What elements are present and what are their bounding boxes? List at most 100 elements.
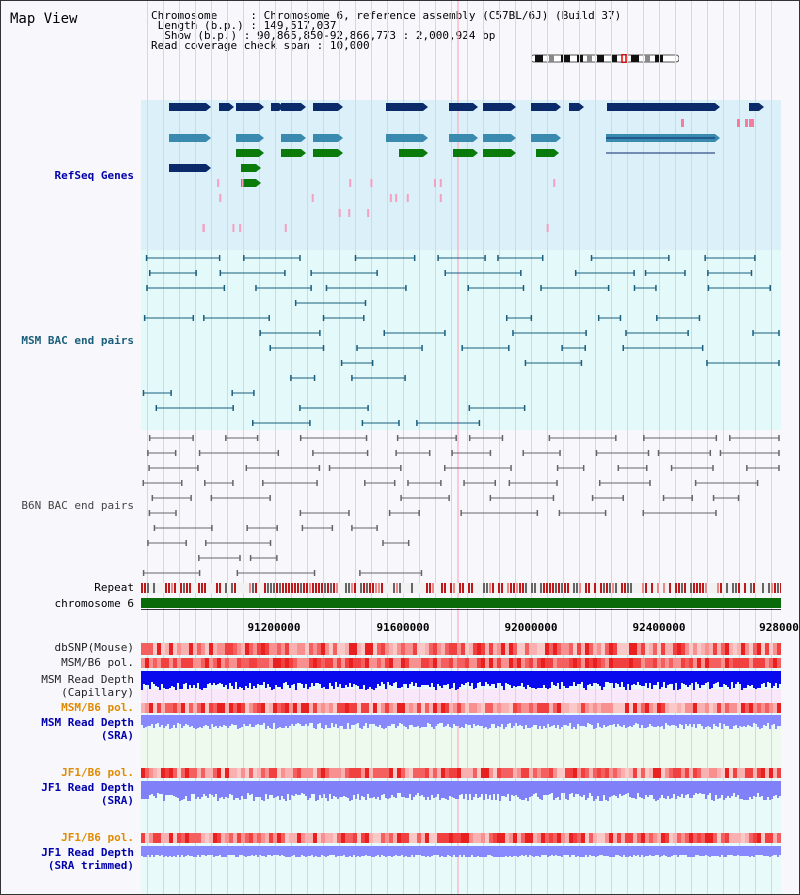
msm-b6-pol-track[interactable] — [141, 658, 781, 668]
refseq-pink-mark[interactable] — [745, 119, 748, 127]
refseq-gene-row1[interactable] — [749, 103, 759, 111]
jf1-b6-pol-track[interactable] — [141, 768, 781, 778]
refseq-gene-row2-arrow[interactable] — [338, 134, 343, 142]
refseq-gene-row2-arrow[interactable] — [301, 134, 306, 142]
refseq-gene-row3-arrow[interactable] — [301, 149, 306, 157]
refseq-pink-mark[interactable] — [219, 194, 222, 202]
refseq-pink-mark[interactable] — [241, 179, 244, 187]
refseq-gene-row3[interactable] — [453, 149, 473, 157]
refseq-gene-row1[interactable] — [483, 103, 511, 111]
refseq-gene-row2[interactable] — [169, 134, 206, 142]
refseq-gene-row1-arrow[interactable] — [556, 103, 561, 111]
refseq-gene-row1[interactable] — [386, 103, 423, 111]
refseq-pink-mark[interactable] — [553, 179, 556, 187]
msm-b6-pol-track-2[interactable] — [141, 703, 781, 713]
dbsnp-track[interactable] — [141, 643, 781, 655]
refseq-pink-mark[interactable] — [217, 179, 220, 187]
refseq-gene-row2[interactable] — [483, 134, 511, 142]
refseq-pink-mark[interactable] — [349, 179, 352, 187]
refseq-gene-row1-arrow[interactable] — [579, 103, 584, 111]
refseq-gene-row4-arrow[interactable] — [256, 164, 261, 172]
refseq-gene-row3-arrow[interactable] — [554, 149, 559, 157]
refseq-gene-row4[interactable] — [169, 164, 206, 172]
label-b6n-bac[interactable]: B6N BAC end pairs — [21, 499, 134, 512]
refseq-pink-mark[interactable] — [439, 179, 442, 187]
refseq-gene-row3[interactable] — [313, 149, 338, 157]
refseq-gene-row2-arrow[interactable] — [206, 134, 211, 142]
refseq-gene-row1[interactable] — [531, 103, 556, 111]
refseq-gene-row1[interactable] — [169, 103, 206, 111]
label-msm-bac[interactable]: MSM BAC end pairs — [21, 334, 134, 347]
refseq-gene-row3[interactable] — [399, 149, 423, 157]
refseq-gene-row1[interactable] — [607, 103, 715, 111]
refseq-gene-row1[interactable] — [281, 103, 301, 111]
chromosome-bar[interactable] — [141, 598, 781, 608]
refseq-pink-mark[interactable] — [348, 209, 351, 217]
refseq-gene-row1-arrow[interactable] — [259, 103, 264, 111]
refseq-gene-row1-arrow[interactable] — [511, 103, 516, 111]
refseq-pink-mark[interactable] — [370, 179, 373, 187]
refseq-gene-row2-arrow[interactable] — [259, 134, 264, 142]
refseq-gene-row3-arrow[interactable] — [338, 149, 343, 157]
chromosome-ideogram[interactable] — [531, 54, 679, 63]
refseq-gene-row2[interactable] — [449, 134, 473, 142]
refseq-pink-mark[interactable] — [737, 119, 740, 127]
refseq-gene-row2-arrow[interactable] — [423, 134, 428, 142]
refseq-pink-mark[interactable] — [239, 224, 242, 232]
refseq-pink-mark[interactable] — [202, 224, 205, 232]
refseq-gene-row1[interactable] — [569, 103, 579, 111]
msm-depth-sra-track[interactable] — [141, 715, 781, 731]
refseq-gene-row2[interactable] — [531, 134, 556, 142]
refseq-pink-mark[interactable] — [751, 119, 754, 127]
jf1-depth-sra-track[interactable] — [141, 781, 781, 803]
position-marker[interactable] — [457, 1, 459, 894]
refseq-gene-row2-arrow[interactable] — [556, 134, 561, 142]
jf1-depth-trimmed-track[interactable] — [141, 846, 781, 858]
label-refseq[interactable]: RefSeq Genes — [54, 169, 134, 182]
refseq-pink-mark[interactable] — [232, 224, 235, 232]
refseq-gene-row1[interactable] — [449, 103, 473, 111]
refseq-pink-mark[interactable] — [433, 179, 436, 187]
refseq-gene-row2[interactable] — [281, 134, 301, 142]
refseq-gene-row1-arrow[interactable] — [301, 103, 306, 111]
jf1-b6-pol-track-2[interactable] — [141, 833, 781, 843]
refseq-gene-row2[interactable] — [313, 134, 338, 142]
refseq-gene-row2-arrow[interactable] — [473, 134, 478, 142]
refseq-gene-row1-arrow[interactable] — [229, 103, 234, 111]
refseq-gene-row3-arrow[interactable] — [473, 149, 478, 157]
refseq-gene-row3-arrow[interactable] — [423, 149, 428, 157]
refseq-gene-row1-arrow[interactable] — [473, 103, 478, 111]
refseq-gene-row4-arrow[interactable] — [206, 164, 211, 172]
refseq-gene-row2-arrow[interactable] — [715, 134, 720, 142]
refseq-pink-mark[interactable] — [546, 224, 549, 232]
refseq-gene-row3[interactable] — [236, 149, 259, 157]
refseq-pink-mark[interactable] — [367, 209, 370, 217]
refseq-pink-mark[interactable] — [406, 194, 409, 202]
refseq-gene-row1[interactable] — [219, 103, 229, 111]
refseq-gene-row1-arrow[interactable] — [338, 103, 343, 111]
refseq-pink-mark[interactable] — [311, 194, 314, 202]
repeat-track[interactable] — [141, 583, 781, 593]
refseq-pink-mark[interactable] — [439, 194, 442, 202]
refseq-gene-row3-arrow[interactable] — [259, 149, 264, 157]
refseq-gene-row1[interactable] — [313, 103, 338, 111]
refseq-pink-mark[interactable] — [749, 119, 752, 127]
refseq-gene-row4[interactable] — [241, 164, 256, 172]
refseq-gene-row1-arrow[interactable] — [206, 103, 211, 111]
refseq-gene-row3-arrow[interactable] — [511, 149, 516, 157]
refseq-gene-row1-arrow[interactable] — [715, 103, 720, 111]
msm-depth-capillary-track[interactable] — [141, 671, 781, 691]
refseq-pink-mark[interactable] — [338, 209, 341, 217]
refseq-pink-mark[interactable] — [389, 194, 392, 202]
refseq-gene-row1[interactable] — [236, 103, 259, 111]
refseq-pink-mark[interactable] — [395, 194, 398, 202]
refseq-pink-mark[interactable] — [284, 224, 287, 232]
refseq-gene-row1-arrow[interactable] — [423, 103, 428, 111]
refseq-gene-row2[interactable] — [236, 134, 259, 142]
refseq-gene-row3[interactable] — [483, 149, 511, 157]
refseq-gene-row5-arrow[interactable] — [256, 179, 261, 187]
refseq-gene-row5[interactable] — [241, 179, 256, 187]
refseq-gene-row3[interactable] — [536, 149, 554, 157]
refseq-gene-row2-arrow[interactable] — [511, 134, 516, 142]
refseq-gene-row1[interactable] — [271, 103, 279, 111]
